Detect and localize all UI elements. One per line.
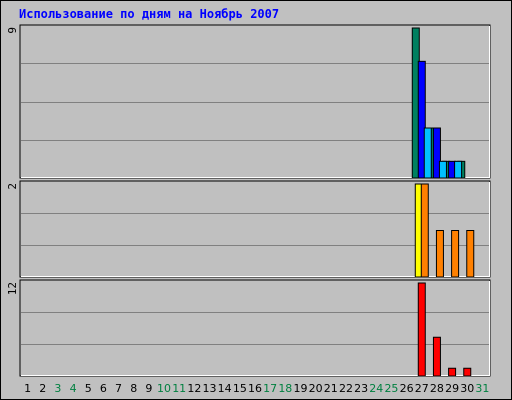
x-tick-label: 27 xyxy=(415,382,429,395)
x-tick-label: 9 xyxy=(145,382,152,395)
ymax-label: 12 xyxy=(6,282,19,295)
bar-files-day-28 xyxy=(432,127,441,179)
x-tick-label: 29 xyxy=(445,382,459,395)
x-tick-label: 3 xyxy=(54,382,61,395)
panel-top xyxy=(19,24,491,179)
x-tick-label: 11 xyxy=(172,382,186,395)
bar-pages-day-28 xyxy=(438,160,447,179)
x-tick-label: 1 xyxy=(24,382,31,395)
x-tick-label: 8 xyxy=(130,382,137,395)
x-tick-label: 31 xyxy=(475,382,489,395)
bar-files-day-27 xyxy=(417,60,426,179)
x-tick-label: 28 xyxy=(430,382,444,395)
bar-pages-day-27 xyxy=(423,127,432,179)
x-tick-label: 22 xyxy=(339,382,353,395)
bar-sites-day-28 xyxy=(435,230,444,278)
bar-kbytes-day-27 xyxy=(417,282,426,377)
x-tick-label: 2 xyxy=(39,382,46,395)
x-tick-label: 18 xyxy=(278,382,292,395)
bar-kbytes-day-28 xyxy=(432,336,441,377)
x-tick-label: 26 xyxy=(400,382,414,395)
ymax-label: 2 xyxy=(6,183,19,190)
x-tick-label: 4 xyxy=(70,382,77,395)
x-tick-label: 24 xyxy=(369,382,383,395)
x-tick-label: 17 xyxy=(263,382,277,395)
bar-sites-day-29 xyxy=(451,230,460,278)
x-tick-label: 25 xyxy=(384,382,398,395)
bar-sites-day-27 xyxy=(420,183,429,278)
chart-title: Использование по дням на Ноябрь 2007 xyxy=(19,7,280,21)
x-tick-label: 19 xyxy=(293,382,307,395)
x-tick-label: 16 xyxy=(248,382,262,395)
x-tick-label: 5 xyxy=(85,382,92,395)
bar-sites-day-30 xyxy=(466,230,475,278)
x-tick-label: 15 xyxy=(233,382,247,395)
x-tick-label: 23 xyxy=(354,382,368,395)
panel-bottom xyxy=(19,279,491,377)
bar-kbytes-day-30 xyxy=(463,367,472,377)
x-tick-label: 21 xyxy=(324,382,338,395)
x-tick-label: 12 xyxy=(187,382,201,395)
x-tick-label: 20 xyxy=(309,382,323,395)
x-tick-label: 6 xyxy=(100,382,107,395)
ymax-label: 9 xyxy=(6,27,19,34)
x-tick-label: 13 xyxy=(203,382,217,395)
bar-kbytes-day-29 xyxy=(448,367,457,377)
x-tick-label: 14 xyxy=(218,382,232,395)
x-tick-label: 10 xyxy=(157,382,171,395)
bar-pages-day-29 xyxy=(454,160,463,179)
x-tick-label: 30 xyxy=(460,382,474,395)
x-tick-label: 7 xyxy=(115,382,122,395)
